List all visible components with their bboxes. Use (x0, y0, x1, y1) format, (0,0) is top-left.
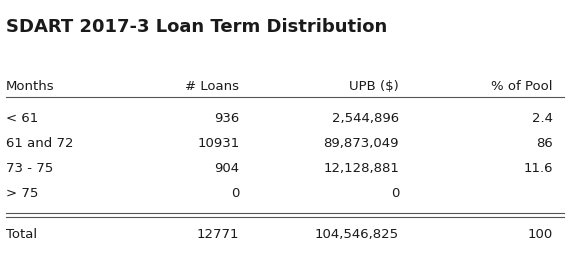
Text: UPB ($): UPB ($) (349, 80, 399, 93)
Text: % of Pool: % of Pool (491, 80, 553, 93)
Text: 0: 0 (231, 187, 239, 200)
Text: 2.4: 2.4 (532, 112, 553, 125)
Text: 86: 86 (536, 137, 553, 150)
Text: 2,544,896: 2,544,896 (332, 112, 399, 125)
Text: > 75: > 75 (6, 187, 38, 200)
Text: 904: 904 (214, 162, 239, 175)
Text: 73 - 75: 73 - 75 (6, 162, 53, 175)
Text: SDART 2017-3 Loan Term Distribution: SDART 2017-3 Loan Term Distribution (6, 18, 387, 36)
Text: 11.6: 11.6 (523, 162, 553, 175)
Text: 100: 100 (528, 228, 553, 241)
Text: 104,546,825: 104,546,825 (315, 228, 399, 241)
Text: 12771: 12771 (197, 228, 239, 241)
Text: 936: 936 (214, 112, 239, 125)
Text: 61 and 72: 61 and 72 (6, 137, 73, 150)
Text: 0: 0 (390, 187, 399, 200)
Text: 10931: 10931 (197, 137, 239, 150)
Text: Months: Months (6, 80, 54, 93)
Text: Total: Total (6, 228, 37, 241)
Text: 89,873,049: 89,873,049 (324, 137, 399, 150)
Text: < 61: < 61 (6, 112, 38, 125)
Text: 12,128,881: 12,128,881 (323, 162, 399, 175)
Text: # Loans: # Loans (185, 80, 239, 93)
